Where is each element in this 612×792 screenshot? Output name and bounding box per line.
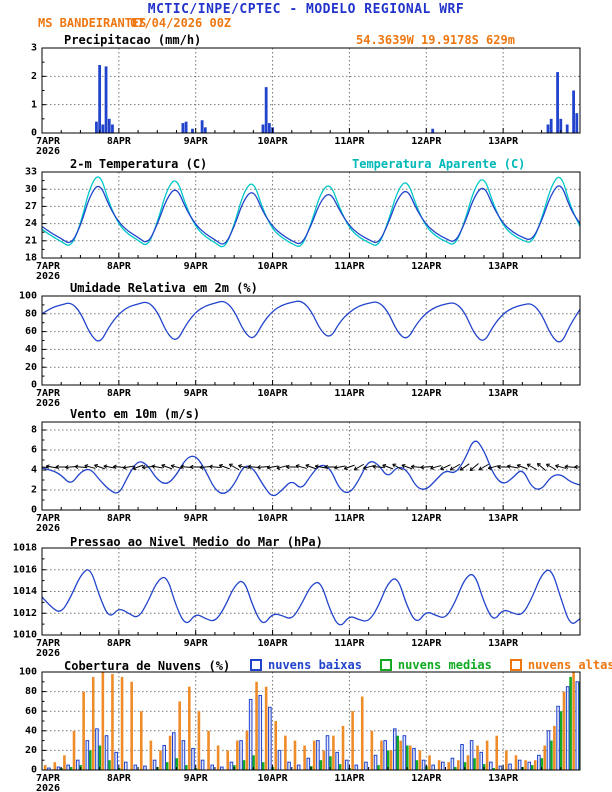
high-clouds-legend-label: nuvens altas (527, 658, 612, 672)
panel-title-wind: Vento em 10m (m/s) (70, 407, 201, 421)
high-clouds-swatch-icon (509, 659, 522, 671)
station-coordinates: 54.3639W 19.9178S 629m (356, 33, 515, 47)
run-datetime: 07/04/2026 00Z (130, 16, 232, 30)
apparent-temperature-label: Temperatura Aparente (C) (352, 157, 526, 171)
mid-clouds-legend-label: nuvens medias (397, 658, 492, 672)
panel-title-precipitation: Precipitacao (mm/h) (64, 33, 202, 47)
panel-title-clouds: Cobertura de Nuvens (%) (64, 659, 231, 673)
cloud-legend: nuvens baixas nuvens medias nuvens altas (250, 658, 612, 672)
station-name: MS BANDEIRANTES (38, 16, 147, 30)
low-clouds-legend-label: nuvens baixas (268, 658, 362, 672)
low-clouds-swatch-icon (250, 659, 262, 671)
mid-clouds-swatch-icon (379, 659, 392, 671)
panel-title-humidity: Umidade Relativa em 2m (%) (70, 281, 258, 295)
panel-title-pressure: Pressao ao Nivel Medio do Mar (hPa) (70, 535, 323, 549)
panel-title-temperature: 2-m Temperatura (C) (70, 157, 208, 171)
page-title: MCTIC/INPE/CPTEC - MODELO REGIONAL WRF (147, 2, 465, 17)
